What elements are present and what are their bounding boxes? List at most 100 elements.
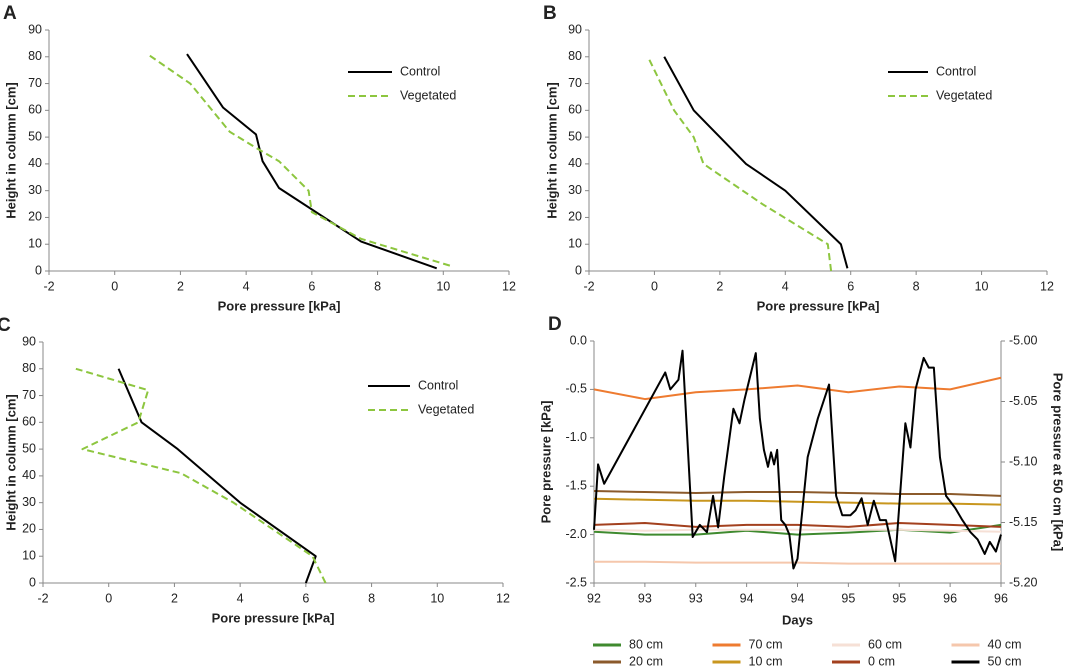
y-tick-label: 80 xyxy=(28,49,42,63)
x-tick-label: 8 xyxy=(374,279,381,293)
x-tick-label: 10 xyxy=(975,279,989,293)
y-tick-label: 90 xyxy=(22,334,36,348)
series-line xyxy=(646,56,833,272)
x-tick-label: 95 xyxy=(841,591,855,605)
x-tick-label: 93 xyxy=(638,591,652,605)
x-tick-label: 10 xyxy=(430,591,444,605)
y-tick-label: 20 xyxy=(28,210,42,224)
y-tick-label: 0 xyxy=(575,263,582,277)
x-tick-label: 0 xyxy=(105,591,112,605)
x-tick-label: 12 xyxy=(496,591,510,605)
y-tick-label: 20 xyxy=(568,210,582,224)
y-tick-label: 40 xyxy=(28,156,42,170)
x-tick-label: 96 xyxy=(943,591,957,605)
y-axis-title: Pore pressure [kPa] xyxy=(538,401,553,524)
legend-label: Control xyxy=(400,64,440,78)
x-tick-label: 12 xyxy=(1040,279,1054,293)
x-tick-label: 94 xyxy=(791,591,805,605)
legend-label: Vegetated xyxy=(400,88,456,102)
series-line xyxy=(663,56,849,269)
y-axis-title: Height in column [cm] xyxy=(3,394,18,531)
x-tick-label: 0 xyxy=(651,279,658,293)
series-line xyxy=(75,367,327,584)
y-tick-label: 0 xyxy=(35,263,42,277)
series-line xyxy=(593,497,1002,506)
y-tick-label: -2.5 xyxy=(565,575,587,589)
y-tick-label: 10 xyxy=(28,237,42,251)
legend-label: 40 cm xyxy=(988,637,1022,651)
legend-label: Vegetated xyxy=(936,88,992,102)
y-tick-label: 60 xyxy=(568,103,582,117)
y2-tick-label: -5.05 xyxy=(1009,394,1038,408)
y-tick-label: 10 xyxy=(568,237,582,251)
y-tick-label: 70 xyxy=(568,76,582,90)
y-tick-label: 80 xyxy=(568,49,582,63)
series-line xyxy=(593,521,1002,528)
y-tick-label: 10 xyxy=(22,549,36,563)
legend-label: 50 cm xyxy=(988,654,1022,667)
x-tick-label: 0 xyxy=(111,279,118,293)
y-tick-label: -0.5 xyxy=(565,382,587,396)
y-tick-label: 60 xyxy=(28,103,42,117)
x-tick-label: 6 xyxy=(847,279,854,293)
series-line xyxy=(593,528,1002,533)
x-axis-title: Days xyxy=(782,612,813,627)
x-tick-label: 93 xyxy=(689,591,703,605)
x-tick-label: 12 xyxy=(502,279,516,293)
y-tick-label: 20 xyxy=(22,522,36,536)
y-axis-title: Height in column [cm] xyxy=(3,82,18,219)
series-line xyxy=(593,376,1002,401)
series-line xyxy=(593,523,1002,536)
panel-label: D xyxy=(548,314,562,335)
x-tick-label: 95 xyxy=(892,591,906,605)
y-tick-label: 30 xyxy=(22,495,36,509)
legend-label: 10 cm xyxy=(749,654,783,667)
y-tick-label: 90 xyxy=(28,22,42,36)
panel-label: B xyxy=(543,3,557,24)
x-axis-title: Pore pressure [kPa] xyxy=(212,610,335,625)
y2-tick-label: -5.10 xyxy=(1009,454,1038,468)
legend-label: Control xyxy=(418,378,458,392)
y-tick-label: 90 xyxy=(568,22,582,36)
y-tick-label: 50 xyxy=(28,129,42,143)
series-line xyxy=(593,490,1002,497)
y-tick-label: 0.0 xyxy=(570,333,587,347)
y-tick-label: 70 xyxy=(22,388,36,402)
legend-label: Vegetated xyxy=(418,402,474,416)
y-tick-label: 50 xyxy=(22,441,36,455)
series-line xyxy=(186,53,438,270)
x-tick-label: 2 xyxy=(716,279,723,293)
x-tick-label: 4 xyxy=(782,279,789,293)
series-line xyxy=(594,560,1001,565)
x-tick-label: 96 xyxy=(994,591,1008,605)
y2-tick-label: -5.20 xyxy=(1009,575,1038,589)
legend-label: 20 cm xyxy=(629,654,663,667)
y-tick-label: 70 xyxy=(28,76,42,90)
y-tick-label: 80 xyxy=(22,361,36,375)
legend-label: 70 cm xyxy=(749,637,783,651)
x-tick-label: 8 xyxy=(368,591,375,605)
x-tick-label: -2 xyxy=(43,279,54,293)
legend-label: Control xyxy=(936,64,976,78)
y2-tick-label: -5.15 xyxy=(1009,515,1038,529)
series-line xyxy=(593,349,1002,570)
x-tick-label: 92 xyxy=(587,591,601,605)
y-tick-label: 60 xyxy=(22,415,36,429)
x-tick-label: 2 xyxy=(177,279,184,293)
legend-label: 80 cm xyxy=(629,637,663,651)
y-tick-label: 40 xyxy=(568,156,582,170)
x-tick-label: -2 xyxy=(37,591,48,605)
y2-tick-label: -5.00 xyxy=(1009,333,1038,347)
y-tick-label: 0 xyxy=(29,575,36,589)
y-tick-label: 50 xyxy=(568,129,582,143)
x-tick-label: 10 xyxy=(436,279,450,293)
panel-label: A xyxy=(3,3,17,24)
y-tick-label: -2.0 xyxy=(565,527,587,541)
x-tick-label: 6 xyxy=(308,279,315,293)
y2-axis-title: Pore pressure at 50 cm [kPa] xyxy=(1051,373,1065,551)
x-tick-label: 4 xyxy=(243,279,250,293)
x-tick-label: -2 xyxy=(583,279,594,293)
series-line xyxy=(147,53,451,267)
y-tick-label: 30 xyxy=(28,183,42,197)
